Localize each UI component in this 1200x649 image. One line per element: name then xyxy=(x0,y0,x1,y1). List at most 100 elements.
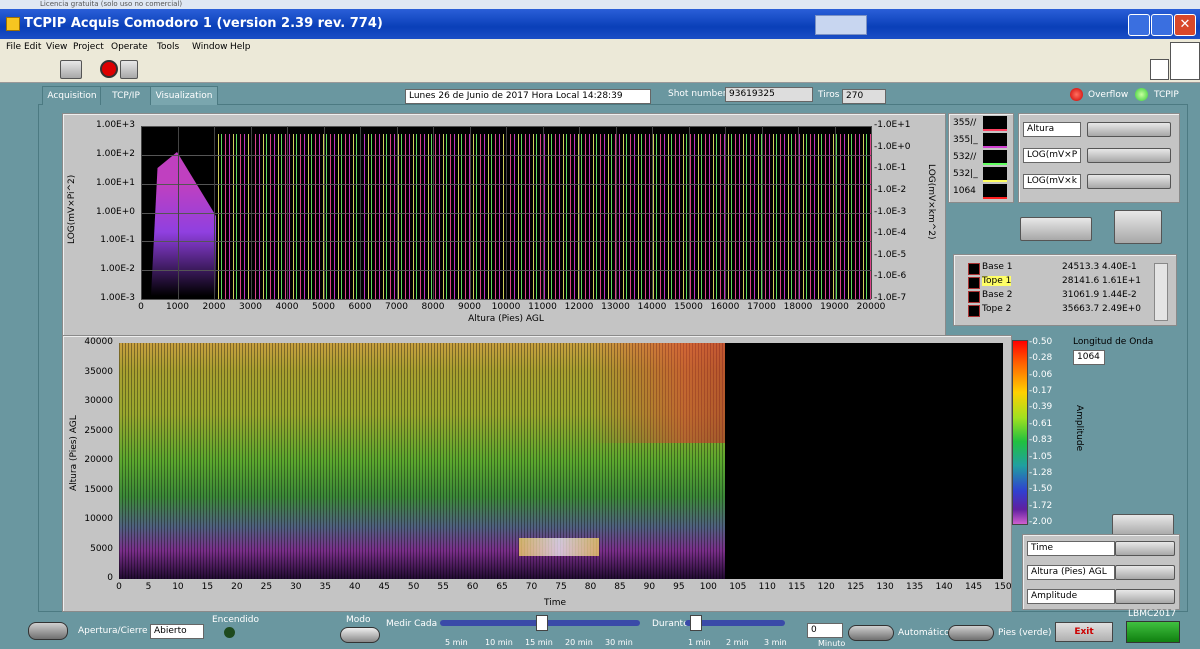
x-tick-label: 12000 xyxy=(565,302,594,312)
menu-item[interactable]: Operate xyxy=(111,42,148,52)
menu-item[interactable]: File xyxy=(6,42,21,52)
graph-palette[interactable] xyxy=(1020,217,1092,241)
y-tick-label: 35000 xyxy=(63,367,113,377)
grid-line xyxy=(835,126,836,299)
automatico-label: Automático xyxy=(898,628,950,638)
status-indicator xyxy=(1126,621,1180,643)
minutes-value[interactable]: 0 xyxy=(807,623,843,638)
run-button[interactable] xyxy=(60,60,82,79)
scale-buttons[interactable] xyxy=(1087,148,1171,163)
pause-button[interactable] xyxy=(120,60,138,79)
color-scale-tick: -1.28 xyxy=(1029,468,1052,478)
minimize-button[interactable] xyxy=(1128,14,1150,36)
y-tick-label: 30000 xyxy=(63,396,113,406)
close-button[interactable]: ✕ xyxy=(1174,14,1196,36)
tcpip-led xyxy=(1135,88,1148,101)
y-tick-label: 1.00E-2 xyxy=(63,264,135,274)
x-tick-label: 110 xyxy=(759,582,776,592)
cursor-name: Base 1 xyxy=(982,262,1013,272)
color-scale-tick: -0.06 xyxy=(1029,370,1052,380)
grid-line xyxy=(433,126,434,299)
pies-switch[interactable] xyxy=(948,625,994,641)
apertura-label: Apertura/Cierre xyxy=(78,626,148,636)
x-axis-label: Altura (Pies) AGL xyxy=(468,314,544,324)
grid-line xyxy=(470,126,471,299)
y-tick-label: 10000 xyxy=(63,514,113,524)
cursor-scrollbar[interactable] xyxy=(1154,263,1168,321)
slider-tick: 20 min xyxy=(565,638,593,647)
tab[interactable]: TCP/IP xyxy=(100,86,152,105)
legend-swatch[interactable] xyxy=(983,167,1007,182)
apertura-switch[interactable] xyxy=(28,622,68,640)
legend-label: 1064 xyxy=(953,186,976,196)
x-tick-label: 7000 xyxy=(385,302,408,312)
grid-line xyxy=(506,126,507,299)
x-tick-label: 10000 xyxy=(492,302,521,312)
legend-swatch[interactable] xyxy=(983,133,1007,148)
abort-button[interactable] xyxy=(100,60,118,78)
slider-tick: 3 min xyxy=(764,638,787,647)
y-tick-label: 15000 xyxy=(63,485,113,495)
menu-item[interactable]: View xyxy=(46,42,67,52)
x-tick-label: 75 xyxy=(555,582,566,592)
grid-line xyxy=(543,126,544,299)
intensity-area xyxy=(119,343,1003,579)
pies-label: Pies (verde) xyxy=(998,628,1052,638)
shot-number: 93619325 xyxy=(725,87,813,102)
durante-thumb[interactable] xyxy=(690,615,702,631)
tab[interactable]: Visualization xyxy=(150,86,218,105)
menu-item[interactable]: Project xyxy=(73,42,104,52)
x-tick-label: 35 xyxy=(320,582,331,592)
modo-switch[interactable] xyxy=(340,627,380,643)
legend-swatch[interactable] xyxy=(983,184,1007,199)
automatico-switch[interactable] xyxy=(848,625,894,641)
scale-legend: AlturaLOG(mV×PLOG(mV×k xyxy=(1018,113,1180,203)
medir-thumb[interactable] xyxy=(536,615,548,631)
maximize-button[interactable] xyxy=(1151,14,1173,36)
y-tick-label: 40000 xyxy=(63,337,113,347)
toolbar xyxy=(0,56,1200,83)
graph-palette[interactable] xyxy=(1112,514,1174,536)
wavelength-label: Longitud de Onda xyxy=(1073,337,1153,347)
near-field-traces xyxy=(151,136,216,296)
scale-buttons[interactable] xyxy=(1115,589,1175,604)
color-scale-tick: -1.50 xyxy=(1029,484,1052,494)
grid-line xyxy=(762,126,763,299)
x-tick-label: 1000 xyxy=(166,302,189,312)
grid-line xyxy=(360,126,361,299)
scale-buttons[interactable] xyxy=(1087,174,1171,189)
x-tick-label: 14000 xyxy=(638,302,667,312)
y2-tick-label: -1.0E-6 xyxy=(874,271,906,281)
shot-label: Shot number xyxy=(668,89,726,99)
layout-widget[interactable] xyxy=(815,15,867,35)
legend-swatch[interactable] xyxy=(983,116,1007,131)
x-tick-label: 20000 xyxy=(857,302,886,312)
x-axis-label: Time xyxy=(544,598,566,608)
cursor-y: 4.40E-1 xyxy=(1102,262,1137,272)
navigation-control[interactable] xyxy=(1114,210,1162,244)
slider-tick: 2 min xyxy=(726,638,749,647)
exit-button[interactable]: Exit xyxy=(1055,622,1113,642)
y-tick-label: 1.00E-1 xyxy=(63,235,135,245)
cursor-x: 28141.6 xyxy=(1062,276,1099,286)
x-tick-label: 115 xyxy=(788,582,805,592)
grid-line xyxy=(141,126,142,299)
legend-swatch[interactable] xyxy=(983,150,1007,165)
grid-line xyxy=(287,126,288,299)
menu-item[interactable]: Edit xyxy=(24,42,41,52)
menu-item[interactable]: Window xyxy=(192,42,228,52)
scale-buttons[interactable] xyxy=(1115,565,1175,580)
cursor-name: Tope 1 xyxy=(982,276,1011,286)
top-plot-panel: LOG(mV×Pi^2) LOG(mV×km^2) Altura (Pies) … xyxy=(62,113,946,337)
menu-item[interactable]: Tools xyxy=(157,42,179,52)
scale-buttons[interactable] xyxy=(1115,541,1175,556)
y2-tick-label: -1.0E-2 xyxy=(874,185,906,195)
scale-buttons[interactable] xyxy=(1087,122,1171,137)
y-tick-label: 1.00E-3 xyxy=(63,293,135,303)
help-button[interactable] xyxy=(1150,59,1169,80)
x-tick-label: 25 xyxy=(261,582,272,592)
tab[interactable]: Acquisition xyxy=(42,86,102,105)
menu-item[interactable]: Help xyxy=(230,42,251,52)
vi-icon xyxy=(1170,42,1200,80)
scale-name: Amplitude xyxy=(1027,589,1115,604)
